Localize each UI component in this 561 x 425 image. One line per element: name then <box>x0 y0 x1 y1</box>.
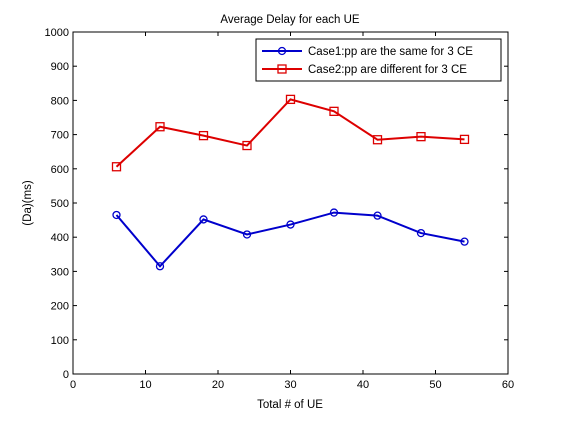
data-point <box>286 220 295 229</box>
legend-box <box>255 38 502 82</box>
x-tick-label: 20 <box>212 379 224 391</box>
plot-frame <box>72 31 509 375</box>
x-tick-label: 0 <box>70 379 76 391</box>
legend-marker <box>277 46 287 56</box>
data-point <box>242 230 252 239</box>
x-tick-label: 60 <box>502 379 514 391</box>
y-tick-label: 500 <box>51 198 69 210</box>
series-layer <box>111 94 470 271</box>
data-point <box>416 228 426 238</box>
x-tick-label: 10 <box>139 379 151 391</box>
y-axis: 0 100 200 300 400 500 600 700 800 900 1000 <box>45 27 508 381</box>
y-tick-label: 800 <box>51 95 69 107</box>
data-point <box>285 94 296 105</box>
y-tick-label: 300 <box>51 266 69 278</box>
y-tick-label: 200 <box>51 301 69 313</box>
y-tick-label: 900 <box>51 61 69 73</box>
chart-title: Average Delay for each UE <box>220 14 359 26</box>
y-tick-label: 600 <box>51 164 69 176</box>
x-axis-label: Total # of UE <box>257 399 323 411</box>
plot-area <box>72 31 509 375</box>
legend-label: Case1:pp are the same for 3 CE <box>308 46 473 58</box>
data-point <box>111 162 122 172</box>
data-point <box>155 262 165 271</box>
y-tick-label: 700 <box>51 130 69 142</box>
data-point <box>416 132 426 142</box>
legend-item: Case2:pp are different for 3 CE <box>262 64 467 76</box>
data-point <box>155 122 165 132</box>
y-tick-label: 100 <box>51 335 69 347</box>
data-point <box>460 237 469 246</box>
data-point <box>198 130 209 141</box>
data-point <box>459 134 470 145</box>
series-2 <box>111 94 470 172</box>
y-tick-label: 0 <box>63 369 69 381</box>
x-tick-label: 40 <box>357 379 369 391</box>
x-tick-label: 30 <box>284 379 296 391</box>
series-1 <box>112 208 469 271</box>
data-point <box>329 106 339 116</box>
data-point <box>373 211 382 220</box>
legend-marker <box>277 64 287 74</box>
y-tick-label: 1000 <box>45 27 69 39</box>
legend: Case1:pp are the same for 3 CE Case2:pp a… <box>255 38 502 82</box>
legend-item: Case1:pp are the same for 3 CE <box>262 46 473 58</box>
series-line <box>115 211 465 268</box>
series-line <box>115 98 465 168</box>
data-point <box>112 210 121 220</box>
data-point <box>329 208 339 217</box>
data-point <box>242 140 252 151</box>
data-point <box>199 215 208 224</box>
y-axis-label: (Da)(ms) <box>22 180 34 226</box>
legend-label: Case2:pp are different for 3 CE <box>308 64 467 76</box>
x-tick-label: 50 <box>429 379 441 391</box>
data-point <box>372 135 383 145</box>
x-axis: 0 10 20 30 40 50 60 <box>70 32 514 391</box>
y-tick-label: 400 <box>51 232 69 244</box>
